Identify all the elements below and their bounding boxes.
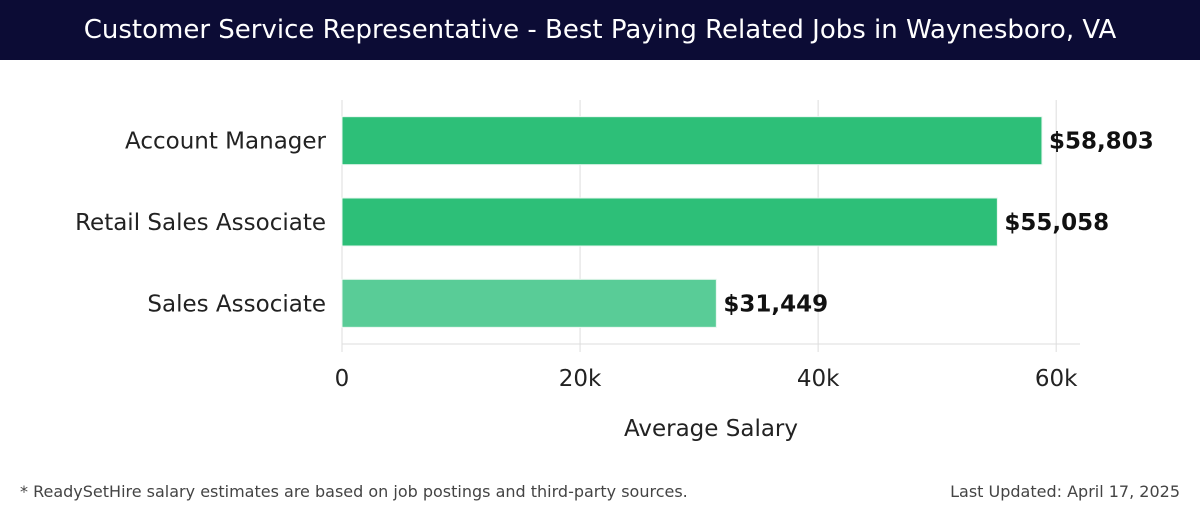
value-label: $55,058 (1004, 210, 1109, 236)
category-label: Retail Sales Associate (75, 210, 326, 236)
value-label: $31,449 (723, 291, 828, 317)
category-label: Sales Associate (147, 291, 326, 317)
value-label: $58,803 (1049, 129, 1154, 155)
x-tick-label: 20k (559, 366, 602, 392)
bar[interactable] (341, 116, 1043, 166)
header-bar: Customer Service Representative - Best P… (0, 0, 1200, 60)
salary-bar-chart: $58,803 $55,058 $31,449 0 20k 40k 60k Account … (75, 100, 1154, 442)
last-updated: Last Updated: April 17, 2025 (950, 482, 1180, 501)
bars: $58,803 $55,058 $31,449 (341, 116, 1154, 328)
bar[interactable] (341, 278, 717, 328)
bar[interactable] (341, 197, 998, 247)
category-label: Account Manager (125, 129, 327, 155)
x-tick-label: 40k (797, 366, 840, 392)
x-tick-label: 0 (335, 366, 350, 392)
page-title: Customer Service Representative - Best P… (83, 15, 1117, 45)
x-axis-title: Average Salary (624, 416, 798, 442)
footnote: * ReadySetHire salary estimates are base… (20, 482, 688, 501)
x-tick-label: 60k (1035, 366, 1078, 392)
axes: 0 20k 40k 60k Account Manager Retail Sales As… (75, 129, 1080, 392)
